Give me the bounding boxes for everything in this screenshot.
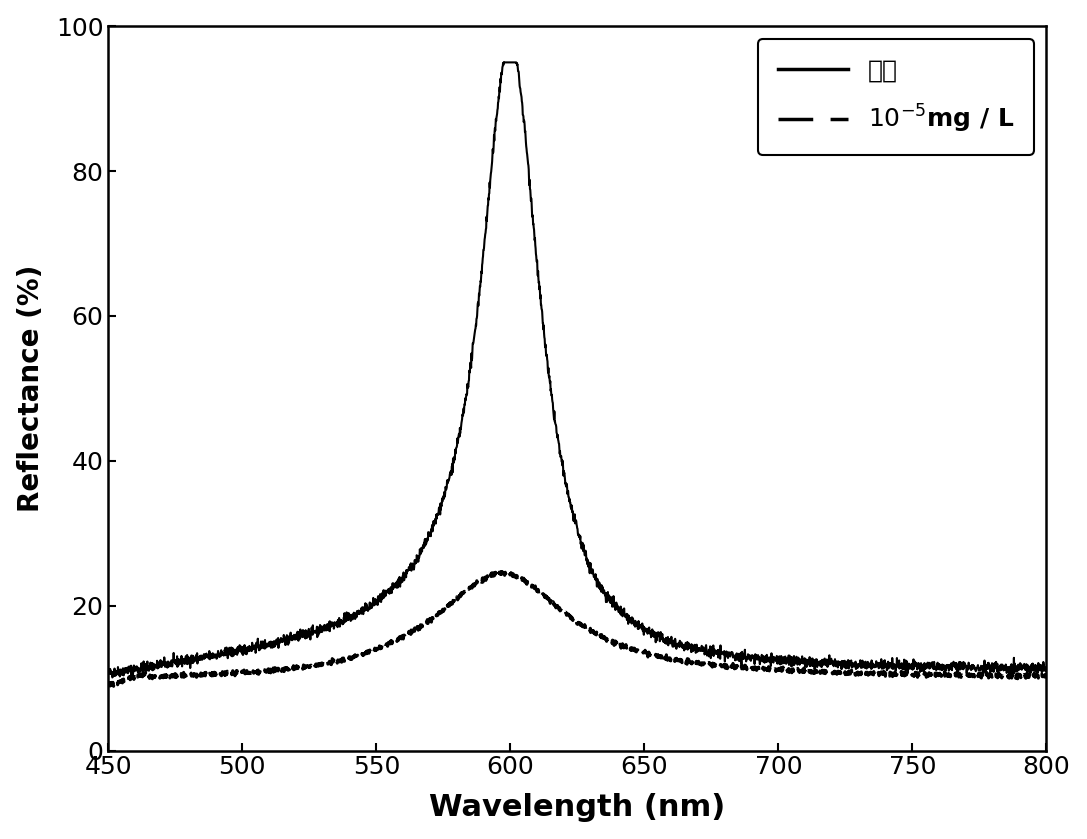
空白 <box>265 637 278 647</box>
空白 <box>462 382 475 392</box>
Line: $10^{-5}$mg / L: $10^{-5}$mg / L <box>109 571 1047 687</box>
$10^{-5}$mg / L <box>491 566 504 576</box>
X-axis label: Wavelength (nm): Wavelength (nm) <box>429 794 725 822</box>
空白 <box>102 667 115 677</box>
空白 <box>209 651 222 661</box>
$10^{-5}$mg / L <box>502 571 515 581</box>
$10^{-5}$mg / L <box>209 670 222 680</box>
$10^{-5}$mg / L <box>921 669 934 679</box>
$10^{-5}$mg / L <box>102 682 115 692</box>
空白 <box>497 57 510 67</box>
Legend: 空白, $10^{-5}$mg / L: 空白, $10^{-5}$mg / L <box>758 39 1034 155</box>
$10^{-5}$mg / L <box>462 584 475 594</box>
$10^{-5}$mg / L <box>1040 672 1053 682</box>
空白 <box>921 658 934 668</box>
空白 <box>105 672 118 682</box>
空白 <box>503 57 516 67</box>
空白 <box>1040 664 1053 674</box>
Line: 空白: 空白 <box>109 62 1047 677</box>
Y-axis label: Reflectance (%): Reflectance (%) <box>16 264 45 512</box>
$10^{-5}$mg / L <box>264 664 277 675</box>
空白 <box>1022 661 1035 671</box>
$10^{-5}$mg / L <box>1022 670 1035 680</box>
